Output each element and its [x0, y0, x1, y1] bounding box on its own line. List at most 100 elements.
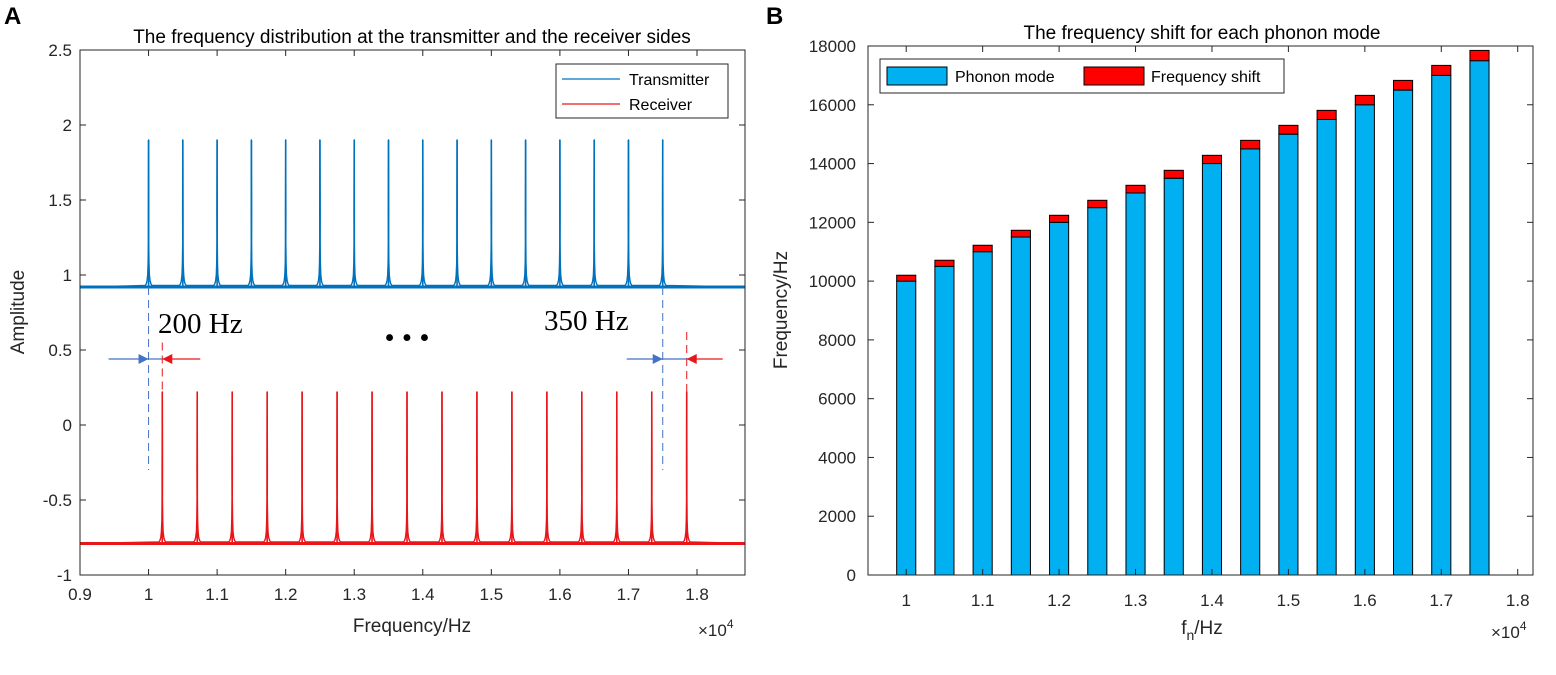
panel-b-ytick-label: 6000: [818, 390, 856, 409]
panel-b-ytick-label: 10000: [809, 272, 856, 291]
panel-b-legend-shift-label: Frequency shift: [1151, 69, 1261, 86]
panel-a-ytick-label: 1: [63, 266, 72, 285]
panel-a-chart: 200 Hz 350 Hz • • • 0.9 1 1.1 1.2 1.3 1.4 1.5 1.6…: [8, 27, 746, 640]
panel-b-ytick-label: 4000: [818, 448, 856, 467]
panel-b-ylabel: Frequency/Hz: [771, 251, 792, 369]
panel-b-xlabel-main: f: [1181, 618, 1187, 639]
panel-b-bar-frequency-shift: [1240, 139, 1261, 150]
panel-b-ytick-label: 2000: [818, 507, 856, 526]
panel-a-xtick-label: 1.7: [617, 585, 641, 604]
panel-b-xtick-label: 1.3: [1124, 591, 1148, 610]
panel-a-x-exponent-power: 4: [727, 617, 734, 631]
panel-a-letter: A: [4, 3, 21, 30]
panel-a-arrow-right-red-head: [686, 354, 697, 364]
panel-b-bar-phonon-mode: [1240, 148, 1261, 576]
panel-a-xtick-label: 1.4: [411, 585, 435, 604]
panel-b-bar-frequency-shift: [1049, 214, 1070, 223]
panel-a-xtick-label: 1.3: [342, 585, 366, 604]
panel-b-xlabel-sub: n: [1186, 627, 1194, 643]
panel-b-bar-frequency-shift: [896, 274, 917, 282]
panel-b-chart: 1 1.1 1.2 1.3 1.4 1.5 1.6 1.7 1.8 0 2000 4000 6000 80…: [771, 23, 1534, 643]
panel-a-legend-transmitter-label: Transmitter: [629, 72, 710, 89]
panel-b-bar-frequency-shift: [972, 244, 993, 253]
panel-b-ytick-label: 0: [847, 566, 856, 585]
panel-a-annotation-ellipsis: • • •: [385, 322, 430, 354]
panel-b-bar-frequency-shift: [1163, 169, 1184, 179]
panel-a-arrow-right-blue-head: [652, 354, 663, 364]
panel-b-bar-frequency-shift: [1316, 109, 1337, 120]
panel-b-bar-phonon-mode: [1316, 118, 1337, 576]
panel-a-annotations: 200 Hz 350 Hz • • •: [108, 287, 723, 470]
panel-b-bar-phonon-mode: [1469, 60, 1490, 576]
panel-a-legend: Transmitter Receiver: [555, 63, 729, 119]
panel-b-ytick-label: 18000: [809, 37, 856, 56]
panel-b-x-exponent-base: ×10: [1491, 623, 1520, 642]
panel-b-ytick-label: 12000: [809, 213, 856, 232]
panel-b-xlabel: fn/Hz: [1181, 618, 1223, 643]
panel-a-arrow-left-blue-head: [138, 354, 149, 364]
panel-b-xtick-label: 1.1: [971, 591, 995, 610]
panel-b-bar-frequency-shift: [1201, 154, 1223, 165]
panel-a-xlabel: Frequency/Hz: [353, 616, 471, 637]
panel-a-plot-area: [80, 50, 745, 575]
panel-a-xtick-label: 1: [144, 585, 153, 604]
panel-a-ytick-label: -1: [57, 566, 72, 585]
panel-b-xlabel-rest: /Hz: [1194, 618, 1223, 639]
panel-b-bar-phonon-mode: [972, 251, 993, 576]
panel-a-series-group: [79, 139, 746, 545]
panel-a-ytick-label: 1.5: [48, 191, 72, 210]
panel-b-bar-phonon-mode: [896, 280, 917, 576]
panel-a-x-exponent-base: ×10: [698, 621, 727, 640]
panel-b-ticks: 1 1.1 1.2 1.3 1.4 1.5 1.6 1.7 1.8 0 2000 4000 6000 80…: [809, 37, 1533, 610]
panel-b-x-exponent-power: 4: [1520, 619, 1527, 633]
panel-b-xtick-label: 1.7: [1429, 591, 1453, 610]
panel-b-bar-phonon-mode: [1010, 236, 1031, 576]
panel-b-bar-frequency-shift: [1393, 79, 1414, 91]
panel-b-xtick-label: 1.5: [1277, 591, 1301, 610]
panel-b-bar-phonon-mode: [1431, 74, 1452, 576]
panel-a-annotation-350hz: 350 Hz: [544, 305, 629, 337]
panel-b-bar-frequency-shift: [934, 259, 955, 267]
panel-a-xtick-label: 1.8: [685, 585, 709, 604]
panel-b-bar-frequency-shift: [1125, 184, 1146, 194]
panel-a-axes-box: [79, 49, 746, 576]
panel-a-ytick-label: 0.5: [48, 341, 72, 360]
panel-b-bar-frequency-shift: [1278, 124, 1299, 135]
panel-a-ytick-label: 2: [63, 116, 72, 135]
panel-b-bar-phonon-mode: [1125, 192, 1146, 576]
panel-b-bar-phonon-mode: [1354, 104, 1375, 576]
panel-a-ticks: 0.9 1 1.1 1.2 1.3 1.4 1.5 1.6 1.7 1.8 -1 -0.5 0 0.5 1 1…: [43, 41, 745, 604]
panel-a-title: The frequency distribution at the transm…: [133, 27, 691, 48]
panel-a-xtick-label: 1.2: [274, 585, 298, 604]
panel-b-xtick-label: 1.8: [1506, 591, 1530, 610]
panel-a-xtick-label: 0.9: [68, 585, 92, 604]
panel-b-bar-frequency-shift: [1010, 229, 1031, 238]
panel-b-xtick-label: 1.6: [1353, 591, 1377, 610]
panel-a-ytick-label: -0.5: [43, 491, 72, 510]
panel-a-legend-receiver-label: Receiver: [629, 97, 693, 114]
panel-b-bars-group: [896, 49, 1490, 576]
panel-b-ytick-label: 16000: [809, 96, 856, 115]
panel-b-bar-phonon-mode: [1393, 89, 1414, 576]
panel-b-bar-frequency-shift: [1354, 94, 1375, 106]
panel-b-bar-frequency-shift: [1087, 199, 1108, 209]
panel-b-bar-frequency-shift: [1431, 64, 1452, 76]
panel-b-xtick-label: 1.2: [1047, 591, 1071, 610]
panel-a-arrow-left-red-head: [162, 354, 173, 364]
panel-b-bar-phonon-mode: [934, 265, 955, 576]
panel-b-ytick-label: 14000: [809, 155, 856, 174]
panel-b-xtick-label: 1.4: [1200, 591, 1224, 610]
panel-a-legend-box: [555, 63, 729, 119]
panel-b-xtick-label: 1: [901, 591, 910, 610]
panel-b-bar-frequency-shift: [1469, 49, 1490, 62]
panel-a-ytick-label: 2.5: [48, 41, 72, 60]
panel-a-xtick-label: 1.5: [480, 585, 504, 604]
panel-a-xtick-label: 1.1: [205, 585, 229, 604]
panel-b-bar-phonon-mode: [1201, 163, 1223, 576]
panel-a-ytick-label: 0: [63, 416, 72, 435]
panel-b-legend-phonon-label: Phonon mode: [955, 69, 1055, 86]
panel-b-bar-phonon-mode: [1087, 207, 1108, 576]
panel-b-bar-phonon-mode: [1049, 221, 1070, 576]
panel-b-legend: Phonon mode Frequency shift: [879, 58, 1285, 94]
panel-a-x-exponent: ×104: [698, 617, 734, 640]
